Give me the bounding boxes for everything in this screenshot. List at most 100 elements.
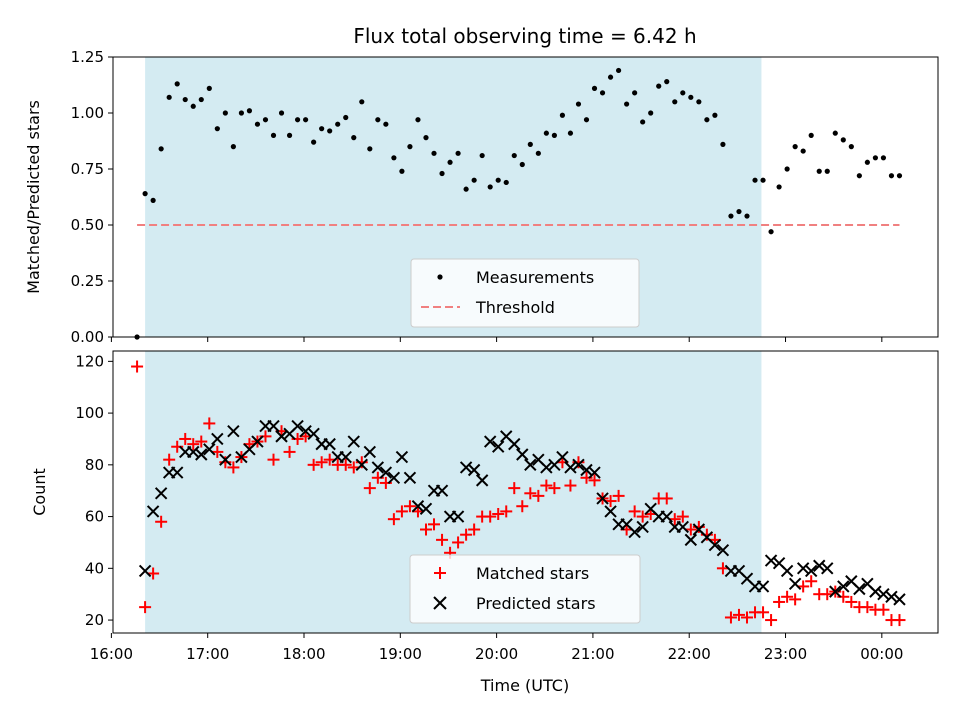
measurement-point xyxy=(479,152,485,159)
top-y-tick-label: 0.25 xyxy=(71,272,104,290)
matched-star-point xyxy=(660,492,673,505)
measurement-point xyxy=(262,117,269,123)
matched-star-point xyxy=(147,567,160,580)
predicted-star-point xyxy=(275,430,288,443)
predicted-star-point xyxy=(347,435,360,448)
measurement-point xyxy=(439,170,445,177)
measurement-point xyxy=(327,128,333,134)
matched-star-point xyxy=(684,523,697,536)
matched-star-point xyxy=(893,614,906,627)
matched-star-point xyxy=(789,593,802,606)
matched-stars-series xyxy=(131,360,906,627)
measurement-point xyxy=(543,130,549,136)
matched-star-point xyxy=(805,575,818,588)
predicted-star-point xyxy=(227,424,240,438)
matched-star-point xyxy=(428,518,441,531)
measurement-point xyxy=(222,110,228,116)
predicted-star-point xyxy=(395,450,409,464)
matched-star-point xyxy=(139,601,152,614)
measurement-point xyxy=(559,112,566,118)
measurement-point xyxy=(303,117,309,123)
matched-star-point xyxy=(468,523,481,536)
measurement-point xyxy=(864,159,870,165)
predicted-star-point xyxy=(339,450,352,464)
matched-star-point xyxy=(419,523,432,536)
matched-star-point xyxy=(861,601,874,614)
predicted-star-point xyxy=(219,453,232,466)
measurement-point xyxy=(463,186,469,192)
predicted-star-point xyxy=(813,559,826,572)
predicted-star-point xyxy=(435,484,449,497)
matched-star-point xyxy=(668,513,681,526)
x-tick-label: 17:00 xyxy=(186,645,229,663)
measurements-legend-marker xyxy=(437,274,443,280)
predicted-star-point xyxy=(837,580,850,593)
measurement-point xyxy=(150,197,156,203)
measurement-point xyxy=(632,90,638,96)
matched-star-point xyxy=(797,580,810,593)
matched-star-point xyxy=(187,438,200,451)
measurement-point xyxy=(182,96,188,103)
measurement-point xyxy=(704,117,710,123)
measurement-point xyxy=(800,148,806,154)
matched-star-point xyxy=(387,513,400,526)
matched-star-point xyxy=(452,536,465,549)
predicted-star-point xyxy=(756,580,770,593)
measurement-point xyxy=(246,108,253,114)
bottom-legend: Matched stars Predicted stars xyxy=(409,554,641,624)
measurement-point xyxy=(286,132,293,138)
predicted-star-point xyxy=(564,461,577,474)
measurement-point xyxy=(688,94,694,100)
predicted-star-point xyxy=(403,471,417,484)
predicted-star-point xyxy=(660,510,673,523)
measurement-point xyxy=(423,135,429,141)
measurement-point xyxy=(335,121,341,127)
measurement-point xyxy=(270,132,277,138)
bottom-x-axis: 16:00 17:00 18:00 19:00 20:00 21:00 22:00 23:00… xyxy=(90,633,903,663)
measurement-point xyxy=(784,166,790,172)
measurement-point xyxy=(455,150,461,156)
measurement-point xyxy=(760,177,766,183)
matched-star-point xyxy=(323,453,336,466)
matched-star-point xyxy=(267,453,280,466)
predicted-star-point xyxy=(780,564,794,578)
measurement-point xyxy=(808,132,814,138)
top-y-tick-label: 0.50 xyxy=(71,216,104,234)
predicted-star-point xyxy=(853,582,866,596)
matched-star-point xyxy=(757,606,770,619)
matched-stars-legend-label: Matched stars xyxy=(476,564,589,583)
matched-star-point xyxy=(564,479,577,492)
bottom-y-tick-label: 120 xyxy=(75,352,104,370)
predicted-star-point xyxy=(508,437,521,451)
measurement-point xyxy=(447,159,453,165)
measurement-point xyxy=(752,177,758,183)
measurement-point xyxy=(567,130,574,136)
predicted-star-point xyxy=(475,474,489,487)
predicted-star-point xyxy=(588,466,601,479)
top-y-tick-label: 0.00 xyxy=(71,328,104,346)
matched-star-point xyxy=(524,487,537,500)
matched-star-point xyxy=(773,595,786,608)
predicted-star-point xyxy=(211,432,224,446)
matched-star-point xyxy=(211,445,224,458)
measurements-series xyxy=(134,67,903,340)
predicted-star-point xyxy=(170,466,184,479)
measurement-point xyxy=(776,184,782,190)
measurement-point xyxy=(527,141,533,147)
matched-star-point xyxy=(500,505,513,518)
measurement-point xyxy=(294,117,301,123)
predicted-star-point xyxy=(885,590,898,603)
measurement-point xyxy=(640,119,646,125)
measurement-point xyxy=(599,90,606,96)
matched-star-point xyxy=(508,482,521,495)
top-y-tick-label: 1.25 xyxy=(71,48,104,66)
predicted-star-point xyxy=(676,520,690,534)
matched-star-point xyxy=(347,461,360,474)
measurement-point xyxy=(367,146,373,152)
x-tick-label: 20:00 xyxy=(475,645,518,663)
measurement-point xyxy=(615,67,622,74)
matched-star-point xyxy=(612,489,625,502)
bottom-y-tick-label: 100 xyxy=(75,404,104,422)
bottom-plot-frame xyxy=(112,350,939,634)
